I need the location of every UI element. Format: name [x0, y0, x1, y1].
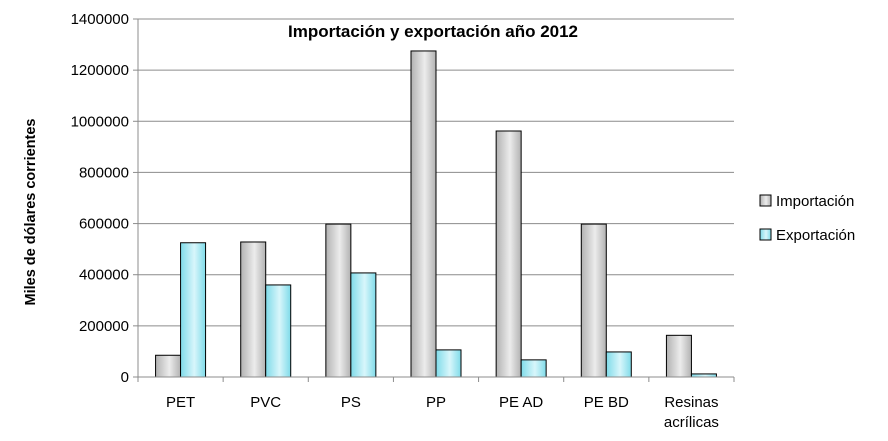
x-tick-label: Resinas acrílicas: [664, 394, 719, 431]
bar-exportacion-5: [605, 351, 632, 378]
legend-label: Exportación: [776, 227, 855, 244]
legend: Importación Exportación: [759, 193, 855, 244]
y-axis-label: Miles de dólares corrientes: [23, 119, 39, 306]
y-tick-labels: 0 200000 400000 600000 800000 1000000 1200000 1…: [71, 11, 129, 386]
bar-importacion-4: [495, 130, 522, 378]
y-tick-label: 0: [121, 369, 129, 386]
x-tick-label: PET: [166, 394, 195, 411]
x-tick-label: PP: [426, 394, 446, 411]
bars: [155, 50, 717, 378]
bar-importacion-6: [665, 334, 692, 378]
chart-title: Importación y exportación año 2012: [288, 22, 578, 41]
bar-exportacion-4: [520, 359, 547, 378]
y-tick-label: 1000000: [71, 113, 129, 130]
bar-exportacion-2: [350, 272, 377, 378]
x-tick-label: PE BD: [584, 394, 629, 411]
bar-exportacion-1: [265, 284, 292, 378]
bar-importacion-5: [580, 223, 607, 378]
y-tick-label: 400000: [79, 267, 129, 284]
legend-swatch: [759, 228, 772, 241]
bar-exportacion-0: [180, 242, 207, 378]
bar-importacion-0: [155, 354, 182, 378]
legend-label: Importación: [776, 193, 854, 210]
bar-importacion-3: [410, 50, 437, 378]
bar-importacion-1: [240, 241, 267, 378]
x-tick-label: PS: [341, 394, 361, 411]
y-tick-label: 1200000: [71, 62, 129, 79]
x-tick-label: PVC: [250, 394, 281, 411]
y-tick-label: 600000: [79, 216, 129, 233]
legend-swatch: [759, 194, 772, 207]
x-tick-labels: PET PVC PS PP PE AD PE BD Resinas acrílicas: [166, 394, 719, 431]
y-tick-label: 800000: [79, 164, 129, 181]
bar-importacion-2: [325, 223, 352, 378]
bar-exportacion-3: [435, 349, 462, 378]
y-tick-label: 1400000: [71, 11, 129, 28]
x-tick-label: PE AD: [499, 394, 543, 411]
axes: [133, 18, 735, 382]
y-tick-label: 200000: [79, 318, 129, 335]
